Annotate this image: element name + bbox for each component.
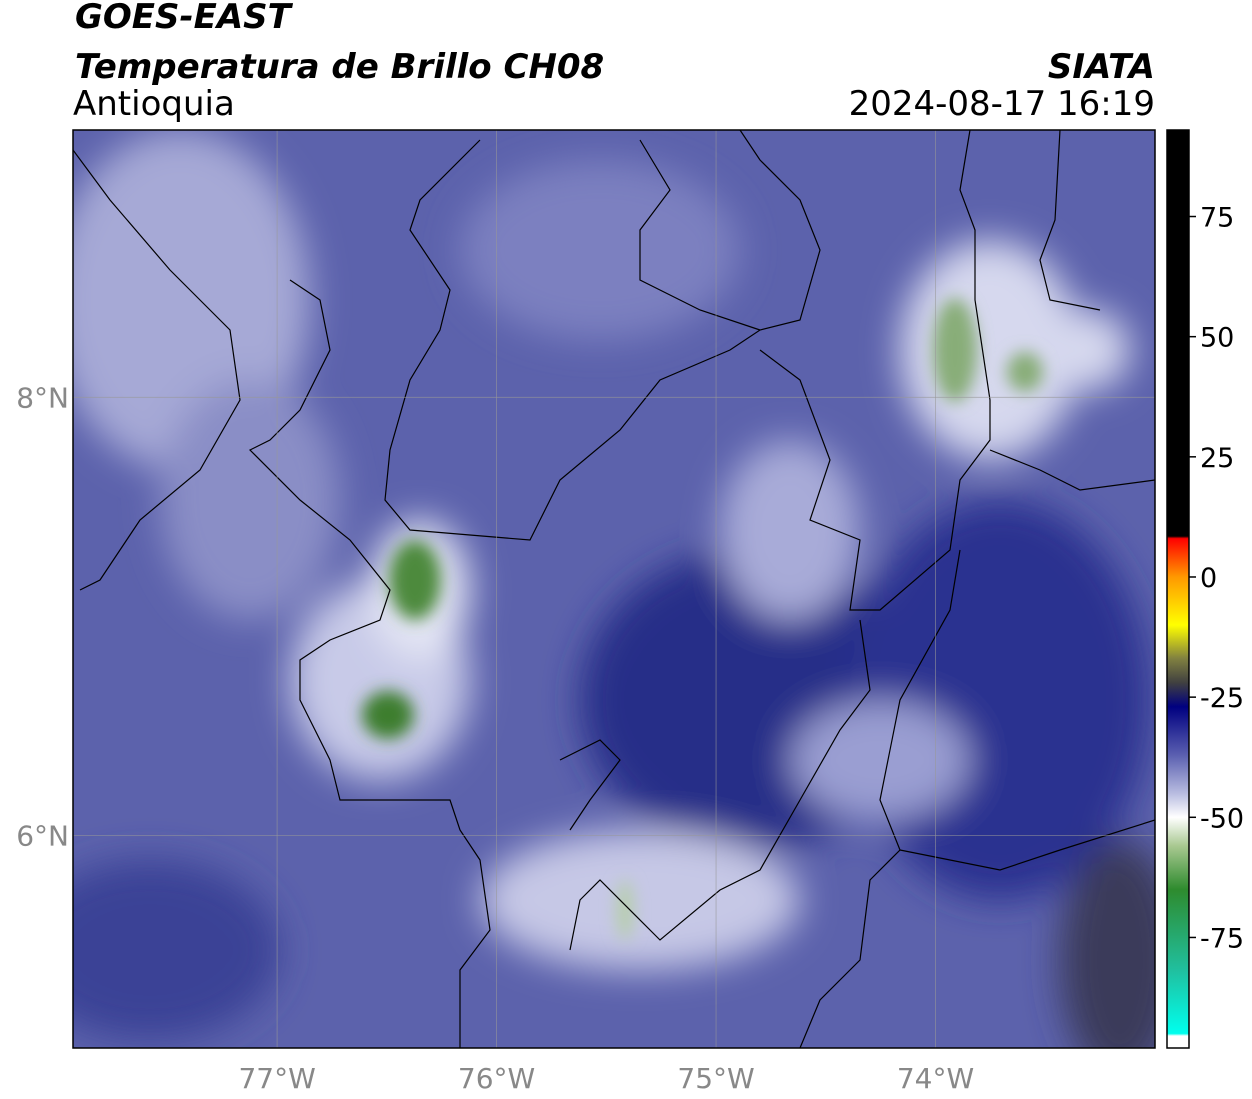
colorbar	[1166, 129, 1190, 1049]
subtitle: Temperatura de Brillo CH08	[75, 47, 604, 87]
title: GOES-EAST	[75, 0, 294, 37]
datetime: 2024-08-17 16:19	[849, 84, 1155, 124]
lon-tick-label: 75°W	[677, 1062, 754, 1095]
colorbar-tick-label: 50	[1200, 323, 1234, 354]
colorbar-tick-label: -75	[1200, 923, 1244, 954]
region: Antioquia	[73, 84, 235, 124]
lon-tick-label: 76°W	[458, 1062, 535, 1095]
colorbar-tick-label: -25	[1200, 683, 1244, 714]
lat-tick-label: 6°N	[16, 819, 69, 852]
lon-tick-label: 74°W	[897, 1062, 974, 1095]
colorbar-tick-label: 75	[1200, 203, 1234, 234]
colorbar-tick-label: 0	[1200, 563, 1217, 594]
lon-tick-label: 77°W	[238, 1062, 315, 1095]
colorbar-tick-label: 25	[1200, 443, 1234, 474]
satellite-image	[73, 130, 1155, 1048]
map-frame	[72, 129, 1156, 1049]
source: SIATA	[1048, 47, 1155, 87]
colorbar-tick-label: -50	[1200, 803, 1244, 834]
lat-tick-label: 8°N	[16, 381, 69, 414]
